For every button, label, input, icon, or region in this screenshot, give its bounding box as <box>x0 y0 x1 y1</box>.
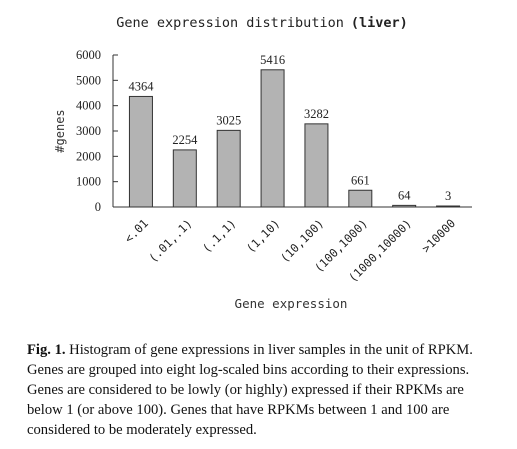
x-tick-label: >10000 <box>419 216 458 255</box>
bar <box>260 69 285 208</box>
bar-value-label: 2254 <box>172 133 198 147</box>
bar-value-label: 3025 <box>216 113 241 127</box>
bar-value-label: 3 <box>445 189 451 203</box>
y-tick-label: 3000 <box>76 124 101 138</box>
y-tick-label: 0 <box>95 200 101 214</box>
x-tick-label: (1,10) <box>243 216 282 255</box>
bar <box>392 204 417 208</box>
figure-caption: Fig. 1. Histogram of gene expressions in… <box>27 340 502 440</box>
y-tick-label: 5000 <box>76 73 101 87</box>
y-tick-label: 1000 <box>76 175 101 189</box>
bar <box>172 149 197 208</box>
bar-chart: Gene expression distribution (liver) 0 100… <box>53 15 472 311</box>
bar <box>304 123 329 208</box>
bar-value-label: 661 <box>351 173 370 187</box>
bars <box>128 69 461 208</box>
bar <box>128 95 153 208</box>
bar <box>348 189 373 208</box>
x-tick-label: <.01 <box>122 216 152 246</box>
bar-value-label: 3282 <box>304 107 329 121</box>
y-tick-label: 4000 <box>76 99 101 113</box>
bar <box>216 129 241 208</box>
chart-title-emphasis: (liver) <box>351 15 408 31</box>
chart-title-main: Gene expression distribution <box>116 15 344 31</box>
bar-value-label: 5416 <box>260 53 285 67</box>
data-labels: 4364 2254 3025 5416 3282 661 64 3 <box>128 53 451 203</box>
caption-text: Histogram of gene expressions in liver s… <box>27 342 473 438</box>
x-tick-label: (.01,.1) <box>146 216 195 265</box>
x-tick-label: (.1,1) <box>200 216 239 255</box>
bar-value-label: 64 <box>398 188 411 202</box>
chart-title: Gene expression distribution (liver) <box>116 15 407 31</box>
caption-label: Fig. 1. <box>27 342 66 358</box>
bar <box>436 205 461 208</box>
bar-value-label: 4364 <box>128 79 154 93</box>
y-axis-label: #genes <box>53 109 67 152</box>
y-axis-ticks: 0 1000 2000 3000 4000 5000 6000 <box>76 48 118 214</box>
y-tick-label: 2000 <box>76 149 101 163</box>
y-tick-label: 6000 <box>76 48 101 62</box>
x-axis-ticks: <.01(.01,.1) (.1,1) (1,10)(10,100)(100,100… <box>122 216 459 285</box>
x-axis-label: Gene expression <box>235 296 348 311</box>
